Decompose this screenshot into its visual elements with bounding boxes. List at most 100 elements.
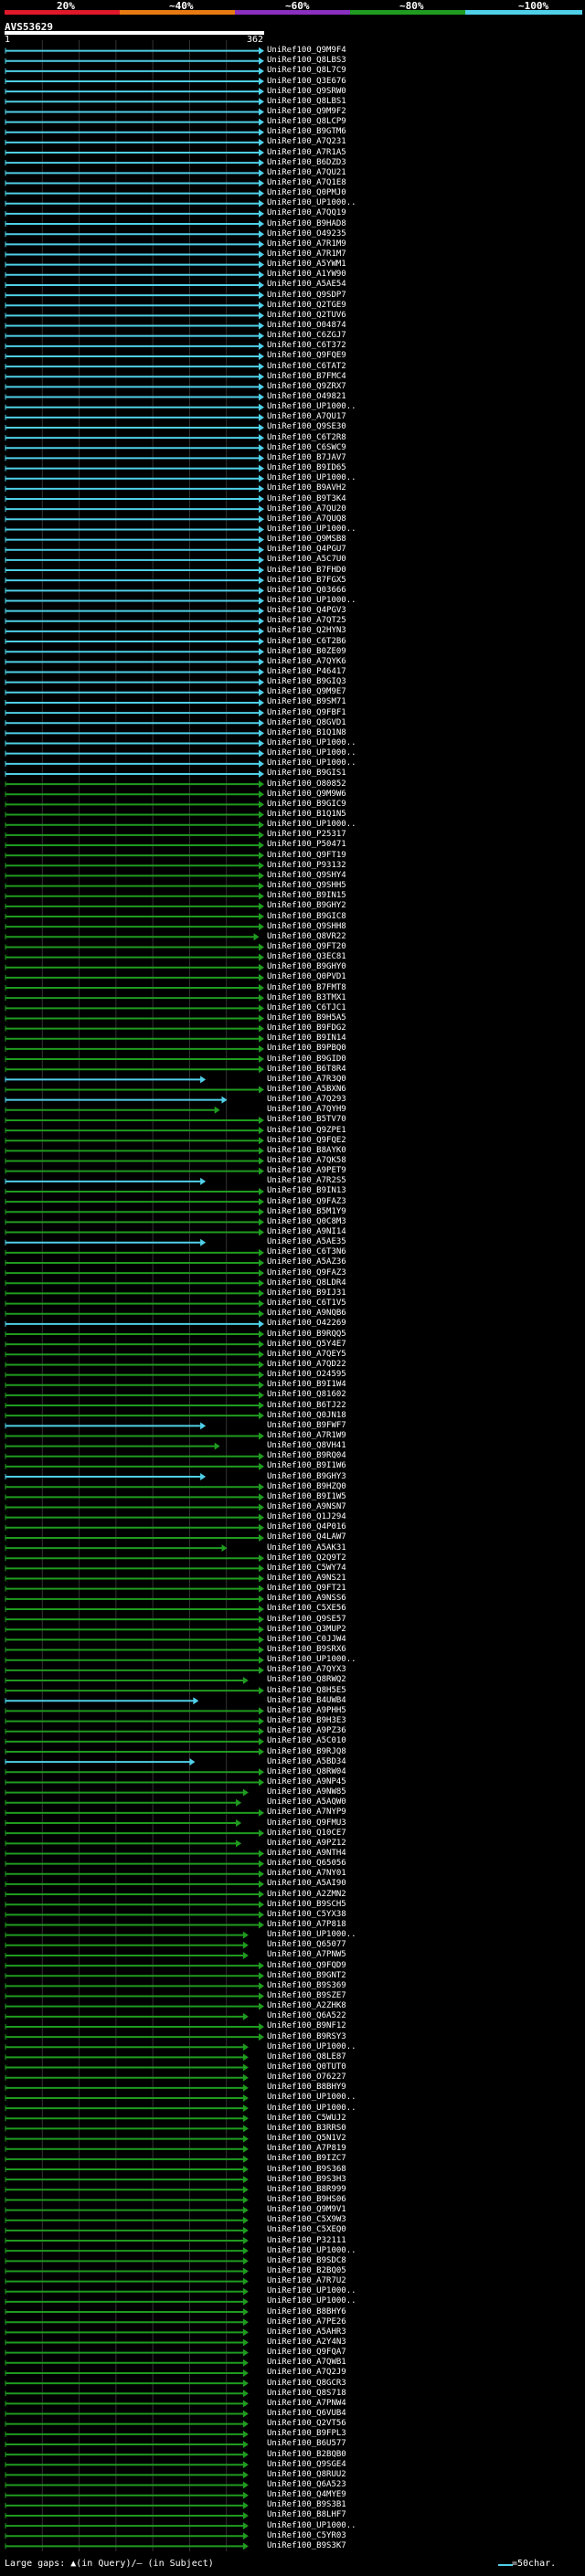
hit-label[interactable]: UniRef100_C5XEQ0 (267, 2225, 346, 2235)
hit-label[interactable]: UniRef100_O49821 (267, 392, 346, 402)
hit-label[interactable]: UniRef100_B9H3E3 (267, 1716, 346, 1726)
hit-label[interactable]: UniRef100_Q9M9F4 (267, 46, 346, 56)
hit-label[interactable]: UniRef100_Q9SE57 (267, 1614, 346, 1624)
hit-label[interactable]: UniRef100_B9S3K7 (267, 2540, 346, 2550)
hit-label[interactable]: UniRef100_UP1000.. (267, 1930, 356, 1940)
hit-label[interactable]: UniRef100_B7FGX5 (267, 575, 346, 585)
hit-label[interactable]: UniRef100_P46417 (267, 667, 346, 676)
hit-label[interactable]: UniRef100_C5YX38 (267, 1909, 346, 1919)
hit-label[interactable]: UniRef100_Q4P016 (267, 1522, 346, 1532)
hit-label[interactable]: UniRef100_O04874 (267, 321, 346, 331)
hit-label[interactable]: UniRef100_A7QU21 (267, 167, 346, 177)
hit-label[interactable]: UniRef100_Q65077 (267, 1940, 346, 1950)
hit-label[interactable]: UniRef100_B7JAV7 (267, 452, 346, 462)
hit-label[interactable]: UniRef100_Q9FT21 (267, 1584, 346, 1594)
hit-label[interactable]: UniRef100_A5BD34 (267, 1756, 346, 1766)
hit-label[interactable]: UniRef100_B9SDC8 (267, 2255, 346, 2265)
hit-label[interactable]: UniRef100_A2Y4N3 (267, 2337, 346, 2347)
hit-label[interactable]: UniRef100_Q0C8M3 (267, 1216, 346, 1226)
hit-label[interactable]: UniRef100_UP1000.. (267, 473, 356, 483)
hit-label[interactable]: UniRef100_A7QT25 (267, 616, 346, 626)
hit-label[interactable]: UniRef100_A9NQB6 (267, 1309, 346, 1319)
hit-label[interactable]: UniRef100_Q0TUT0 (267, 2062, 346, 2072)
hit-label[interactable]: UniRef100_Q9FAZ3 (267, 1196, 346, 1206)
hit-label[interactable]: UniRef100_Q6VUB4 (267, 2409, 346, 2419)
hit-label[interactable]: UniRef100_UP1000.. (267, 2520, 356, 2530)
hit-label[interactable]: UniRef100_Q6A522 (267, 2011, 346, 2021)
hit-label[interactable]: UniRef100_O42269 (267, 1319, 346, 1329)
hit-label[interactable]: UniRef100_Q9FQA7 (267, 2348, 346, 2358)
hit-label[interactable]: UniRef100_A7QK58 (267, 1156, 346, 1166)
hit-label[interactable]: UniRef100_Q9SHH8 (267, 921, 346, 931)
hit-label[interactable]: UniRef100_Q9MSB8 (267, 535, 346, 545)
hit-label[interactable]: UniRef100_B9GIC8 (267, 911, 346, 921)
hit-label[interactable]: UniRef100_Q9FQD9 (267, 1960, 346, 1970)
hit-label[interactable]: UniRef100_B9GTM6 (267, 127, 346, 137)
hit-label[interactable]: UniRef100_A7QEY5 (267, 1349, 346, 1359)
hit-label[interactable]: UniRef100_Q9M9V1 (267, 2205, 346, 2215)
hit-label[interactable]: UniRef100_UP1000.. (267, 595, 356, 605)
hit-label[interactable]: UniRef100_A9PHH5 (267, 1705, 346, 1715)
hit-label[interactable]: UniRef100_B2BQ05 (267, 2265, 346, 2275)
hit-label[interactable]: UniRef100_A9NTH4 (267, 1848, 346, 1858)
hit-label[interactable]: UniRef100_UP1000.. (267, 524, 356, 534)
hit-label[interactable]: UniRef100_UP1000.. (267, 2093, 356, 2103)
hit-label[interactable]: UniRef100_C6TAT2 (267, 361, 346, 371)
hit-label[interactable]: UniRef100_A7QU17 (267, 412, 346, 422)
hit-label[interactable]: UniRef100_UP1000.. (267, 748, 356, 758)
hit-label[interactable]: UniRef100_Q3E676 (267, 76, 346, 86)
hit-label[interactable]: UniRef100_Q8GVD1 (267, 717, 346, 727)
hit-label[interactable]: UniRef100_C6T372 (267, 341, 346, 351)
hit-label[interactable]: UniRef100_B9AVH2 (267, 483, 346, 493)
hit-label[interactable]: UniRef100_Q9FQE9 (267, 351, 346, 361)
hit-label[interactable]: UniRef100_C6T1V5 (267, 1299, 346, 1309)
hit-label[interactable]: UniRef100_B8LHF7 (267, 2510, 346, 2520)
hit-label[interactable]: UniRef100_B9SZE7 (267, 1991, 346, 2001)
hit-label[interactable]: UniRef100_C6T2R8 (267, 432, 346, 442)
hit-label[interactable]: UniRef100_B9IN13 (267, 1186, 346, 1196)
hit-label[interactable]: UniRef100_B9S368 (267, 2164, 346, 2174)
hit-label[interactable]: UniRef100_C6T3N6 (267, 1247, 346, 1257)
hit-label[interactable]: UniRef100_Q0JN18 (267, 1410, 346, 1420)
hit-label[interactable]: UniRef100_C5X9W3 (267, 2215, 346, 2225)
hit-label[interactable]: UniRef100_Q8LCP9 (267, 117, 346, 127)
hit-label[interactable]: UniRef100_B6T8R4 (267, 1064, 346, 1074)
hit-label[interactable]: UniRef100_Q8VR22 (267, 931, 346, 941)
hit-label[interactable]: UniRef100_Q8S718 (267, 2388, 346, 2398)
hit-label[interactable]: UniRef100_B6DZD3 (267, 157, 346, 167)
hit-label[interactable]: UniRef100_Q8RWQ2 (267, 1675, 346, 1685)
hit-label[interactable]: UniRef100_Q9ZRX7 (267, 381, 346, 391)
hit-label[interactable]: UniRef100_Q65056 (267, 1859, 346, 1869)
hit-label[interactable]: UniRef100_B9S3H3 (267, 2174, 346, 2184)
hit-label[interactable]: UniRef100_Q9M9E7 (267, 687, 346, 697)
hit-label[interactable]: UniRef100_Q4PGV3 (267, 606, 346, 616)
hit-label[interactable]: UniRef100_A9NSS6 (267, 1594, 346, 1604)
hit-label[interactable]: UniRef100_A9NP45 (267, 1776, 346, 1786)
hit-label[interactable]: UniRef100_A5C7U0 (267, 555, 346, 565)
hit-label[interactable]: UniRef100_A9PET9 (267, 1166, 346, 1176)
hit-label[interactable]: UniRef100_Q1J294 (267, 1512, 346, 1522)
hit-label[interactable]: UniRef100_B9GHY3 (267, 1471, 346, 1481)
hit-label[interactable]: UniRef100_Q0PMJ0 (267, 188, 346, 198)
hit-label[interactable]: UniRef100_C5XE56 (267, 1604, 346, 1614)
hit-label[interactable]: UniRef100_B9PBQ0 (267, 1044, 346, 1054)
hit-label[interactable]: UniRef100_B9H5A5 (267, 1012, 346, 1023)
hit-label[interactable]: UniRef100_C5WUJ2 (267, 2113, 346, 2123)
hit-label[interactable]: UniRef100_A7QU20 (267, 504, 346, 514)
hit-label[interactable]: UniRef100_A7R1M7 (267, 249, 346, 259)
hit-label[interactable]: UniRef100_UP1000.. (267, 738, 356, 748)
hit-label[interactable]: UniRef100_B4UWB4 (267, 1695, 346, 1705)
hit-label[interactable]: UniRef100_Q9SDP7 (267, 290, 346, 300)
hit-label[interactable]: UniRef100_B9SCH5 (267, 1899, 346, 1909)
hit-label[interactable]: UniRef100_Q4PGU7 (267, 545, 346, 555)
hit-label[interactable]: UniRef100_B9GIS1 (267, 769, 346, 779)
hit-label[interactable]: UniRef100_A2ZHK8 (267, 2001, 346, 2011)
hit-label[interactable]: UniRef100_C5YR03 (267, 2530, 346, 2540)
hit-label[interactable]: UniRef100_P50471 (267, 840, 346, 850)
hit-label[interactable]: UniRef100_A7R3Q0 (267, 1074, 346, 1084)
hit-label[interactable]: UniRef100_C6ZGJ7 (267, 331, 346, 341)
hit-label[interactable]: UniRef100_A9NI14 (267, 1227, 346, 1237)
hit-label[interactable]: UniRef100_B9RSY3 (267, 2031, 346, 2041)
hit-label[interactable]: UniRef100_Q2Q9T2 (267, 1553, 346, 1563)
hit-label[interactable]: UniRef100_A7Q2J9 (267, 2368, 346, 2378)
